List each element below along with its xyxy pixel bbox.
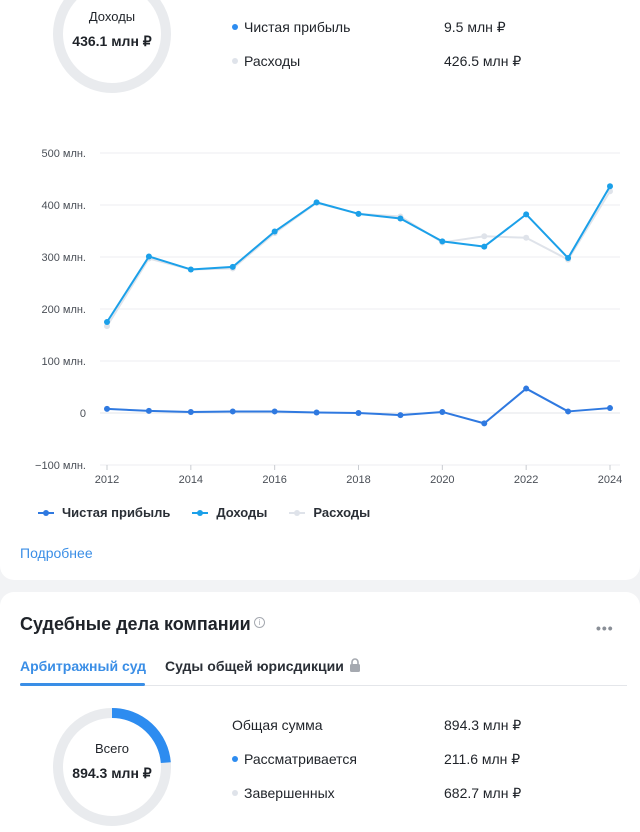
pending-row: Рассматривается (232, 751, 357, 767)
data-point-income (145, 253, 152, 260)
court-donut-label: Всего (94, 741, 130, 756)
data-point-net-profit (313, 409, 320, 416)
court-donut: Всего 894.3 млн ₽ (52, 707, 172, 827)
x-tick-label: 2016 (262, 474, 286, 486)
y-tick-label: 100 млн. (41, 356, 86, 368)
y-tick-label: 200 млн. (41, 304, 86, 316)
data-point-income (481, 243, 488, 250)
total-sum-row: Общая сумма (232, 717, 323, 733)
x-tick-label: 2014 (179, 474, 203, 486)
series-line-income (106, 185, 611, 323)
data-point-income (565, 255, 572, 262)
income-donut-label: Доходы (88, 9, 136, 24)
y-tick-label: 500 млн. (41, 148, 86, 160)
data-point-income (313, 199, 320, 206)
data-point-income (104, 319, 110, 325)
expenses-label: Расходы (244, 53, 301, 69)
tab-arbitration-court[interactable]: Арбитражный суд (20, 658, 147, 674)
data-point-net-profit (104, 405, 110, 412)
income-donut-ring (53, 0, 171, 93)
expenses-legend-row: Расходы (232, 53, 300, 69)
tabs-divider (20, 685, 627, 686)
data-point-net-profit (523, 385, 530, 392)
legend-income-marker (192, 509, 209, 516)
completed-dot (232, 790, 238, 797)
y-tick-label: 300 млн. (41, 252, 86, 264)
data-point-net-profit (607, 405, 613, 412)
net-profit-legend-row: Чистая прибыль (232, 19, 350, 35)
info-icon[interactable]: i (254, 617, 265, 628)
completed-row: Завершенных (232, 785, 335, 801)
legend-net-profit-marker (38, 509, 54, 516)
legend-expenses-label: Расходы (313, 505, 371, 520)
data-point-net-profit (271, 408, 278, 415)
completed-value: 682.7 млн ₽ (444, 785, 522, 801)
legend-net-profit[interactable]: Чистая прибыль (38, 505, 170, 520)
data-point-net-profit (145, 407, 152, 414)
data-point-expenses (104, 323, 110, 330)
data-point-income (439, 238, 446, 245)
y-tick-label: 400 млн. (41, 200, 86, 212)
legend-net-profit-label: Чистая прибыль (62, 505, 171, 520)
total-sum-label: Общая сумма (232, 717, 323, 733)
lock-icon (350, 658, 360, 672)
legend-expenses-marker (289, 509, 306, 516)
active-tab-indicator (20, 683, 145, 686)
data-point-net-profit (397, 412, 404, 419)
data-point-income (187, 266, 194, 273)
x-tick-label: 2012 (95, 474, 119, 486)
legend-expenses[interactable]: Расходы (289, 505, 370, 520)
data-point-net-profit (481, 420, 488, 427)
court-donut-pending-arc (53, 708, 171, 826)
data-point-net-profit (439, 408, 446, 415)
x-tick-label: 2018 (346, 474, 370, 486)
more-options-icon[interactable]: ••• (596, 620, 614, 636)
x-tick-label: 2020 (430, 474, 454, 486)
data-point-expenses (523, 234, 530, 241)
net-profit-dot (232, 24, 238, 31)
expenses-value: 426.5 млн ₽ (444, 53, 522, 69)
financial-line-chart: 500 млн. 400 млн. 300 млн. 200 млн. 100 млн.… (35, 148, 622, 486)
data-point-income (229, 263, 236, 270)
y-tick-label: 0 (80, 408, 86, 420)
data-point-income (607, 183, 613, 190)
data-point-net-profit (187, 408, 194, 415)
more-details-link[interactable]: Подробнее (20, 545, 93, 561)
income-donut: Доходы 436.1 млн ₽ (52, 0, 172, 94)
legend-income-label: Доходы (216, 505, 268, 520)
court-section-title: Судебные дела компании (20, 614, 251, 634)
data-point-net-profit (229, 408, 236, 415)
income-donut-value: 436.1 млн ₽ (72, 33, 152, 49)
court-donut-value: 894.3 млн ₽ (72, 765, 152, 781)
pending-label: Рассматривается (244, 751, 358, 767)
financial-card: Доходы 436.1 млн ₽ Чистая прибыль 9.5 мл… (0, 0, 640, 580)
data-point-income (355, 210, 362, 217)
data-point-expenses (481, 233, 488, 240)
y-tick-label: −100 млн. (35, 460, 86, 472)
x-tick-label: 2022 (514, 474, 538, 486)
completed-label: Завершенных (244, 785, 335, 801)
tab-general-jurisdiction[interactable]: Суды общей юрисдикции (165, 658, 344, 674)
total-sum-value: 894.3 млн ₽ (444, 717, 522, 733)
data-point-income (523, 211, 530, 218)
data-point-net-profit (355, 410, 362, 416)
data-point-net-profit (565, 408, 572, 415)
net-profit-value: 9.5 млн ₽ (444, 19, 506, 35)
pending-value: 211.6 млн ₽ (444, 751, 521, 767)
legend-income[interactable]: Доходы (192, 505, 267, 520)
data-point-income (271, 228, 278, 235)
series-line-net-profit (106, 387, 611, 425)
x-tick-label: 2024 (598, 474, 622, 486)
expenses-dot (232, 58, 238, 65)
data-point-income (397, 215, 404, 222)
chart-legend: Чистая прибыль Доходы Расходы (38, 505, 370, 520)
net-profit-label: Чистая прибыль (244, 19, 351, 35)
pending-dot (232, 756, 238, 763)
